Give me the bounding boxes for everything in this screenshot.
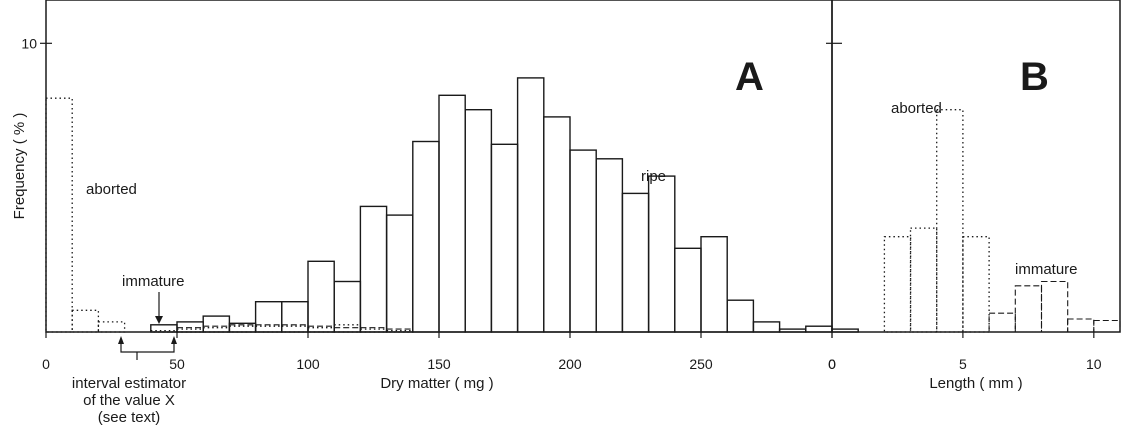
panel-a-x-tick-label: 200 [558, 356, 582, 372]
panel-b-aborted-label: aborted [891, 100, 942, 117]
panel-a-ripe-bar [307, 260, 335, 333]
panel-a-ripe-bar [281, 301, 309, 333]
interval-estimator-line-2: of the value X [83, 392, 175, 409]
panel-b-x-tick-label: 5 [959, 356, 967, 372]
interval-right-arrow [171, 336, 177, 344]
panel-b-x-tick-label: 10 [1086, 356, 1102, 372]
panel-b-aborted-bar [909, 227, 938, 333]
panel-a-ripe-bar [412, 140, 440, 333]
panel-a-aborted-bar [71, 309, 100, 333]
panel-a-ripe-bar [254, 301, 283, 333]
panel-b-immature-bar [1040, 280, 1069, 333]
panel-a-immature-bar [386, 328, 414, 333]
immature-arrow-head [155, 316, 163, 324]
panel-a-ripe-bar [726, 299, 755, 333]
panel-a-ripe-bar [516, 77, 545, 333]
panel-a-immature-bar [228, 324, 257, 333]
panel-a-series-immature [176, 324, 414, 333]
panel-b-x-tick-label: 0 [828, 356, 836, 372]
panel-a-aborted-bar [333, 324, 362, 333]
panel-b-frame [831, 0, 1121, 333]
panel-a-ripe-bar [150, 324, 178, 333]
panel-a-ripe-bar [595, 158, 624, 333]
interval-estimator-line-1: interval estimator [72, 375, 186, 392]
panel-a-ripe-bar [778, 328, 807, 333]
interval-left-arrow [118, 336, 124, 344]
panel-a-ripe-bar [569, 149, 597, 333]
interval-bracket [120, 344, 175, 353]
panel-b-letter: B [1020, 55, 1049, 99]
panel-a-ripe-bar [674, 247, 702, 333]
panel-a-ripe-label: ripe [641, 168, 666, 185]
panel-a-x-tick-label: 0 [828, 356, 836, 372]
panel-a-x-axis-title: Dry matter ( mg ) [380, 375, 493, 392]
panel-b-x-axis-title: Length ( mm ) [929, 375, 1022, 392]
panel-a-ripe-bar [543, 116, 571, 333]
panel-a-x-tick-label: 0 [42, 356, 50, 372]
panel-b-immature-label: immature [1015, 261, 1078, 278]
panel-a-ripe-bar [464, 108, 493, 333]
panel-a-aborted-bar [281, 325, 309, 333]
interval-estimator-marker [118, 336, 177, 360]
panel-a-ripe-bar [359, 205, 388, 333]
panel-a-aborted-bar [228, 325, 257, 333]
panel-b-series-aborted [883, 109, 990, 333]
panel-b-immature-bar [1093, 319, 1121, 333]
panel-a-ripe-bar [333, 280, 362, 333]
panel-a-ripe-bar [752, 321, 781, 333]
panel-a-series-aborted [45, 97, 414, 333]
panel-a-ripe-bar [805, 325, 833, 333]
panel-a-aborted-label: aborted [86, 181, 137, 198]
panel-b-ticks: 0 5 10 [828, 332, 1102, 372]
panel-b-immature-bar [988, 312, 1016, 333]
panel-a-x-tick-label: 250 [689, 356, 713, 372]
panel-a-ripe-bar [202, 315, 231, 333]
panel-b-immature-bar [1014, 285, 1043, 333]
panel-a-ripe-bar [438, 94, 466, 333]
panel-a-immature-bar [281, 324, 309, 333]
panel-a-ripe-bar [831, 328, 859, 333]
panel-b-aborted-bar [883, 236, 912, 333]
panel-a-aborted-bar [254, 325, 283, 333]
panel-a-immature-label: immature [122, 273, 185, 290]
panel-a-immature-bar [255, 324, 283, 333]
interval-estimator-line-3: (see text) [98, 409, 161, 426]
panel-b-aborted-bar [936, 109, 964, 333]
panel-a-ripe-bar [176, 321, 204, 333]
panel-a-bars [45, 77, 859, 333]
panel-a-ripe-bar [385, 214, 414, 333]
panel-a-series-ripe [150, 77, 859, 333]
panel-a-ripe-bar [700, 235, 728, 333]
panel-b-series-immature [988, 280, 1121, 333]
panel-a-x-tick-label: 100 [296, 356, 320, 372]
panel-a-x-tick-label: 150 [427, 356, 451, 372]
panel-a-x-tick-label: 50 [169, 356, 185, 372]
panel-b-aborted-bar [962, 236, 990, 333]
panel-a-immature-bar [307, 325, 335, 333]
panel-a-y-axis-title: Frequency ( % ) [11, 113, 28, 220]
panel-a-aborted-bar [97, 321, 126, 333]
panel-a-ripe-bar [621, 192, 650, 333]
panel-a-ripe-bar [647, 175, 676, 333]
panel-a-ripe-bar [490, 143, 519, 333]
panel-a-letter: A [735, 55, 764, 99]
panel-a-ticks: 0 50 100 150 200 250 0 10 [21, 35, 842, 372]
panel-a-immature-bar [176, 327, 204, 333]
panel-a-immature-bar [202, 325, 230, 333]
panel-a-aborted-bar [150, 329, 178, 333]
panel-b-bars [883, 109, 1121, 333]
panel-b-immature-bar [1067, 318, 1095, 333]
panel-a-y-tick-label: 10 [21, 35, 37, 51]
panel-a-aborted-bar [45, 97, 73, 333]
